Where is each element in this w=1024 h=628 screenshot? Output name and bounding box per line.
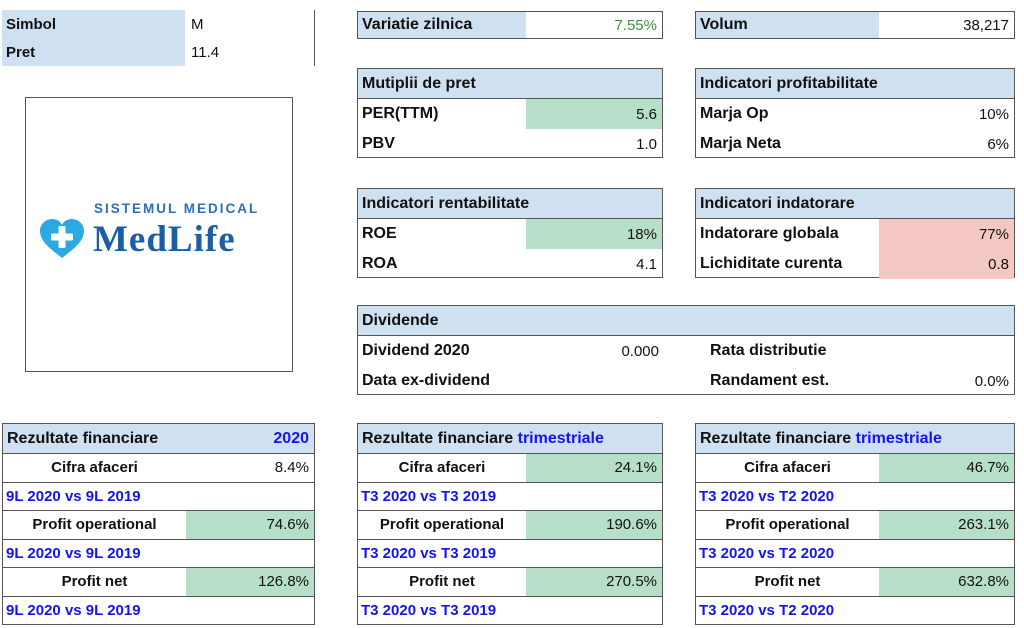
symbol-label[interactable]: Simbol (2, 10, 185, 38)
revenue-value[interactable]: 24.1% (526, 454, 662, 482)
ex-dividend-date-label[interactable]: Data ex-dividend (362, 372, 491, 389)
operating-profit-label[interactable]: Profit operational (725, 516, 850, 534)
dividend-2020-label[interactable]: Dividend 2020 (362, 342, 470, 359)
revenue-label[interactable]: Cifra afaceri (51, 459, 138, 477)
net-margin-label[interactable]: Marja Neta (700, 135, 781, 152)
daily-change-label[interactable]: Variatie zilnica (358, 12, 526, 38)
revenue-compare[interactable]: 9L 2020 vs 9L 2019 (6, 487, 141, 505)
spacer (664, 336, 706, 366)
operating-margin-label[interactable]: Marja Op (700, 105, 769, 122)
results-ytd-period[interactable]: 2020 (273, 429, 309, 447)
profitability-title[interactable]: Indicatori profitabilitate (696, 69, 1014, 99)
operating-profit-value[interactable]: 74.6% (186, 511, 314, 539)
symbol-value[interactable]: M (191, 15, 204, 33)
revenue-label[interactable]: Cifra afaceri (744, 459, 831, 477)
pbv-label[interactable]: PBV (362, 135, 395, 152)
operating-profit-compare[interactable]: T3 2020 vs T3 2019 (361, 544, 497, 562)
results-title-text: Rezultate financiare (362, 429, 514, 447)
revenue-label[interactable]: Cifra afaceri (398, 459, 486, 477)
payout-ratio-label[interactable]: Rata distributie (710, 342, 827, 359)
yield-estimate-value[interactable]: 0.0% (974, 372, 1009, 390)
roa-value[interactable]: 4.1 (636, 255, 657, 273)
net-profit-value[interactable]: 270.5% (526, 568, 662, 596)
operating-profit-compare[interactable]: T3 2020 vs T2 2020 (699, 544, 835, 562)
revenue-compare[interactable]: T3 2020 vs T3 2019 (361, 487, 497, 505)
per-ttm-value[interactable]: 5.6 (526, 99, 662, 129)
current-liquidity-label[interactable]: Lichiditate curenta (700, 255, 843, 272)
net-profit-value[interactable]: 632.8% (879, 568, 1014, 596)
operating-profit-label[interactable]: Profit operational (32, 516, 157, 534)
net-profit-compare[interactable]: T3 2020 vs T2 2020 (699, 601, 835, 619)
roa-label[interactable]: ROA (362, 255, 398, 272)
daily-change-value[interactable]: 7.55% (614, 16, 657, 34)
indebtedness-panel: Indicatori indatorare Indatorare globala… (695, 188, 1015, 279)
ex-dividend-date-value[interactable] (526, 366, 664, 396)
roe-label[interactable]: ROE (362, 225, 397, 242)
revenue-value[interactable]: 8.4% (274, 459, 309, 477)
net-profit-compare[interactable]: T3 2020 vs T3 2019 (361, 601, 497, 619)
results-quarterly-yoy-title[interactable]: Rezultate financiare trimestriale (358, 424, 662, 453)
price-value[interactable]: 11.4 (191, 43, 220, 61)
results-quarterly-qoq-title[interactable]: Rezultate financiare trimestriale (696, 424, 1014, 453)
net-profit-label[interactable]: Profit net (61, 573, 128, 591)
net-margin-value[interactable]: 6% (987, 135, 1009, 153)
volume-value[interactable]: 38,217 (963, 16, 1009, 34)
net-profit-value[interactable]: 126.8% (186, 568, 314, 596)
roe-value[interactable]: 18% (526, 219, 662, 249)
global-debt-label[interactable]: Indatorare globala (700, 225, 839, 242)
company-logo-frame: SISTEMUL MEDICAL MedLife (25, 97, 293, 372)
results-title-text: Rezultate financiare (700, 429, 852, 447)
dividends-panel: Dividende Dividend 2020 0.000 Rata distr… (357, 305, 1015, 395)
per-ttm-label[interactable]: PER(TTM) (362, 105, 439, 122)
global-debt-value[interactable]: 77% (879, 219, 1014, 249)
results-ytd-panel: Rezultate financiare 2020 Cifra afaceri … (2, 423, 315, 625)
volume-panel: Volum 38,217 (695, 11, 1015, 39)
price-multiples-title[interactable]: Mutiplii de pret (358, 69, 662, 99)
spacer (664, 366, 706, 396)
net-profit-label[interactable]: Profit net (754, 573, 821, 591)
revenue-value[interactable]: 46.7% (879, 454, 1014, 482)
logo-brand-text: MedLife (93, 218, 236, 260)
results-period-text: trimestriale (517, 429, 604, 447)
net-profit-label[interactable]: Profit net (409, 573, 475, 591)
results-ytd-title[interactable]: Rezultate financiare (7, 429, 159, 447)
volume-label[interactable]: Volum (696, 12, 879, 38)
price-multiples-panel: Mutiplii de pret PER(TTM) 5.6 PBV 1.0 (357, 68, 663, 158)
operating-profit-value[interactable]: 263.1% (879, 511, 1014, 539)
returns-title[interactable]: Indicatori rentabilitate (358, 189, 662, 219)
current-liquidity-value[interactable]: 0.8 (879, 249, 1014, 279)
logo-tagline: SISTEMUL MEDICAL (94, 201, 260, 216)
yield-estimate-label[interactable]: Randament est. (710, 372, 830, 389)
dividends-title[interactable]: Dividende (358, 306, 1014, 336)
net-profit-compare[interactable]: 9L 2020 vs 9L 2019 (6, 601, 141, 619)
revenue-compare[interactable]: T3 2020 vs T2 2020 (699, 487, 835, 505)
returns-panel: Indicatori rentabilitate ROE 18% ROA 4.1 (357, 188, 663, 278)
operating-profit-label[interactable]: Profit operational (379, 516, 505, 534)
indebtedness-title[interactable]: Indicatori indatorare (696, 189, 1014, 219)
profitability-panel: Indicatori profitabilitate Marja Op 10% … (695, 68, 1015, 158)
operating-margin-value[interactable]: 10% (978, 105, 1009, 123)
payout-ratio-value[interactable] (879, 336, 1014, 366)
price-label[interactable]: Pret (2, 38, 185, 66)
operating-profit-value[interactable]: 190.6% (526, 511, 662, 539)
daily-change-panel: Variatie zilnica 7.55% (357, 11, 663, 39)
dividend-2020-value[interactable]: 0.000 (621, 342, 659, 360)
medlife-logo: SISTEMUL MEDICAL MedLife (38, 201, 282, 260)
results-period-text: trimestriale (855, 429, 942, 447)
heart-cross-icon (38, 218, 86, 260)
quote-panel: Simbol M Pret 11.4 (2, 10, 315, 66)
results-quarterly-qoq-panel: Rezultate financiare trimestriale Cifra … (695, 423, 1015, 625)
operating-profit-compare[interactable]: 9L 2020 vs 9L 2019 (6, 544, 141, 562)
results-quarterly-yoy-panel: Rezultate financiare trimestriale Cifra … (357, 423, 663, 625)
pbv-value[interactable]: 1.0 (636, 135, 657, 153)
